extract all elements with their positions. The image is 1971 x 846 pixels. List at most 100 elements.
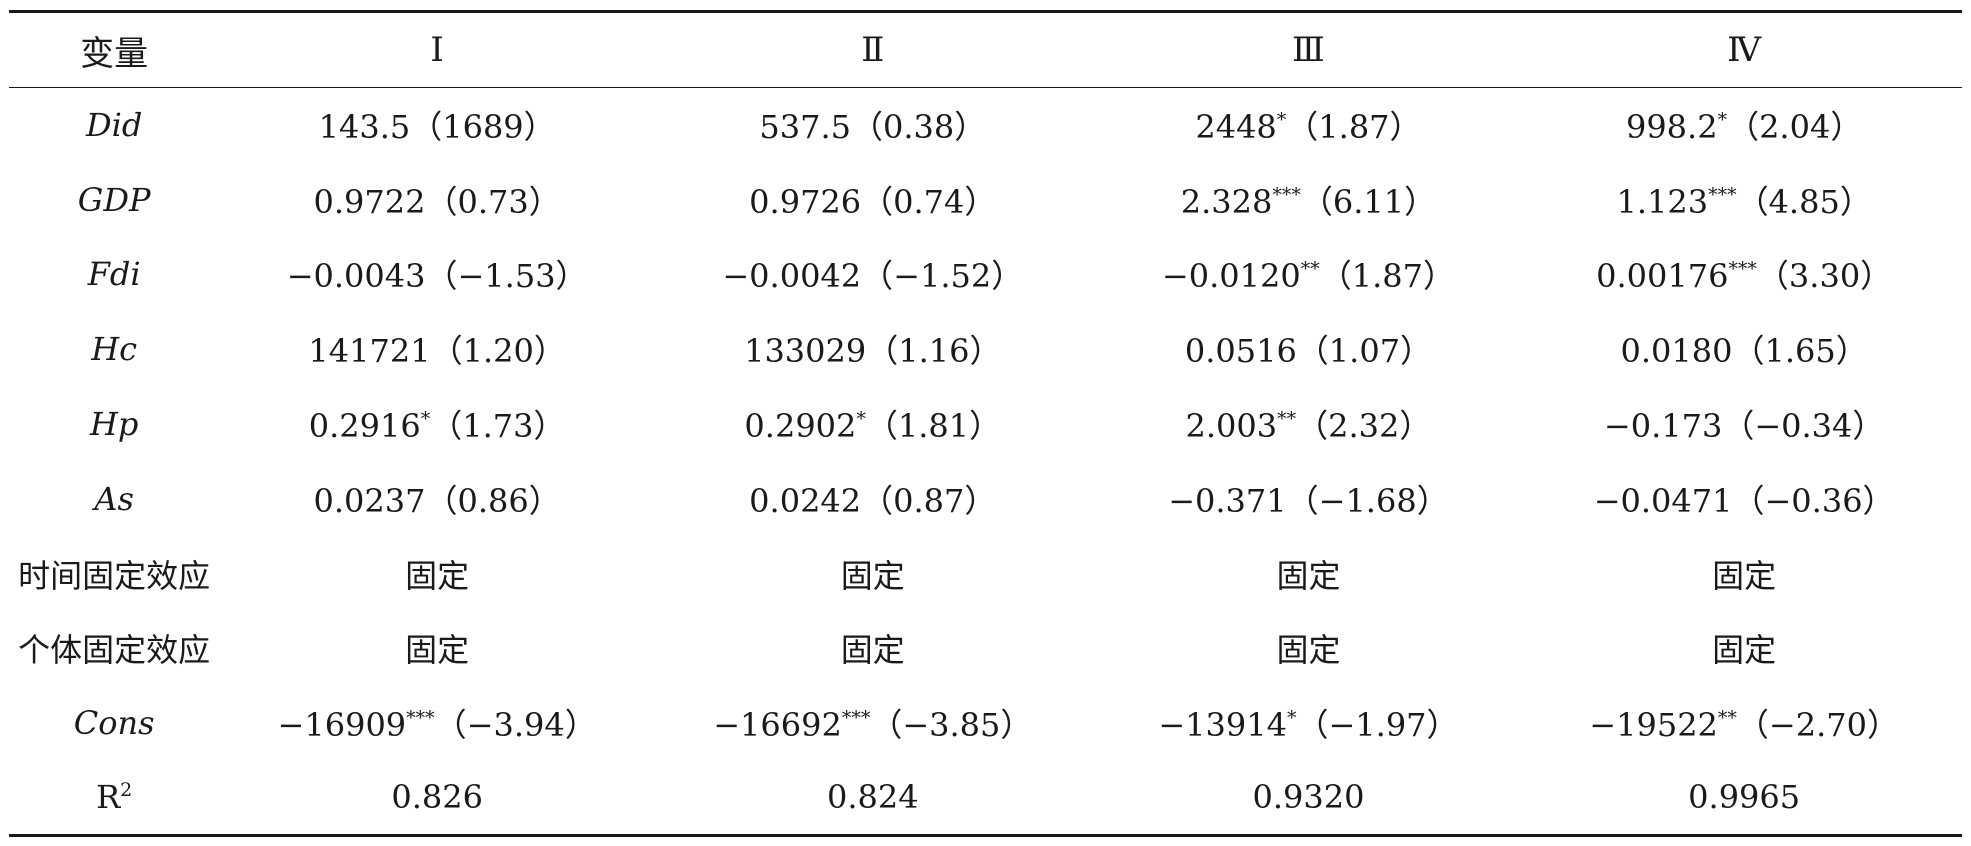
t-statistic: （1.73） xyxy=(430,407,566,446)
table-row: R2 0.826 0.824 0.9320 0.9965 xyxy=(9,761,1962,836)
t-statistic: （1.87） xyxy=(1319,257,1455,296)
row-label: As xyxy=(9,461,219,536)
header-model-3: Ⅲ xyxy=(1292,30,1325,70)
coefficient-value: −0.0042 xyxy=(722,257,862,296)
coefficient-value: −16909 xyxy=(277,706,407,745)
t-statistic: （0.87） xyxy=(861,481,997,520)
t-statistic: （−1.52） xyxy=(861,257,1024,296)
coefficient-value: −0.371 xyxy=(1168,481,1287,520)
t-statistic: （1.65） xyxy=(1732,332,1868,371)
table-cell: 固定 xyxy=(1526,611,1962,686)
significance-stars: * xyxy=(856,408,866,431)
t-statistic: （−1.53） xyxy=(425,257,588,296)
table-cell: 2.003**（2.32） xyxy=(1091,387,1527,462)
t-statistic: （−0.34） xyxy=(1722,407,1885,446)
row-label: 时间固定效应 xyxy=(9,536,219,611)
row-label: R2 xyxy=(9,761,219,836)
coefficient-value: 0.0516 xyxy=(1184,332,1297,371)
t-statistic: （6.11） xyxy=(1300,182,1437,221)
coefficient-value: 0.00176 xyxy=(1596,257,1729,296)
table-row: Hp 0.2916*（1.73） 0.2902*（1.81） 2.003**（2.32… xyxy=(9,387,1962,462)
coefficient-value: 固定 xyxy=(840,631,905,670)
t-statistic: （−2.70） xyxy=(1736,706,1899,745)
row-label: Did xyxy=(9,88,219,163)
table-cell: 998.2*（2.04） xyxy=(1526,88,1962,163)
significance-stars: *** xyxy=(1272,183,1301,206)
table-cell: 固定 xyxy=(655,536,1091,611)
significance-stars: ** xyxy=(1300,258,1320,281)
significance-stars: *** xyxy=(406,707,435,730)
row-label-text: Cons xyxy=(73,704,155,743)
t-statistic: （−3.85） xyxy=(870,706,1033,745)
t-statistic: （2.32） xyxy=(1296,407,1432,446)
coefficient-value: 1.123 xyxy=(1616,182,1709,221)
header-model-4: Ⅳ xyxy=(1727,30,1762,70)
table-header: 变量 Ⅰ Ⅱ Ⅲ Ⅳ xyxy=(9,11,1962,88)
row-label-text: 时间固定效应 xyxy=(18,556,211,595)
table-cell: −16909***（−3.94） xyxy=(219,686,655,761)
coefficient-value: 0.826 xyxy=(391,778,483,817)
significance-stars: * xyxy=(1286,707,1297,730)
row-label-text: As xyxy=(94,479,134,518)
row-label: Hc xyxy=(9,312,219,387)
significance-stars: * xyxy=(1717,109,1728,132)
table-cell: 143.5（1689） xyxy=(219,88,655,163)
table-cell: 0.9726（0.74） xyxy=(655,162,1091,237)
table-cell: −16692***（−3.85） xyxy=(655,686,1091,761)
table-row: Hc 141721（1.20） 133029（1.16） 0.0516（1.07） 0.… xyxy=(9,312,1962,387)
coefficient-value: 0.2902 xyxy=(744,407,857,446)
t-statistic: （1.16） xyxy=(866,332,1002,371)
table-row: Cons −16909***（−3.94） −16692***（−3.85） −139… xyxy=(9,686,1962,761)
row-label: Hp xyxy=(9,387,219,462)
row-label-text: Did xyxy=(85,106,143,145)
coefficient-value: 固定 xyxy=(1276,631,1341,670)
coefficient-value: −19522 xyxy=(1589,706,1718,745)
table-cell: 0.824 xyxy=(655,761,1091,836)
coefficient-value: 2448 xyxy=(1195,108,1277,147)
table-cell: 2.328***（6.11） xyxy=(1091,162,1527,237)
table-row: Did 143.5（1689） 537.5（0.38） 2448*（1.87） 998.… xyxy=(9,88,1962,163)
coefficient-value: 固定 xyxy=(840,556,905,595)
table-cell: 0.2916*（1.73） xyxy=(219,387,655,462)
coefficient-value: 0.9722 xyxy=(313,182,426,221)
table-cell: 537.5（0.38） xyxy=(655,88,1091,163)
row-label-text: GDP xyxy=(77,180,151,219)
t-statistic: （4.85） xyxy=(1736,182,1872,221)
table-cell: 0.0516（1.07） xyxy=(1091,312,1527,387)
table-cell: 0.00176***（3.30） xyxy=(1526,237,1962,312)
t-statistic: （0.73） xyxy=(425,182,561,221)
coefficient-value: −0.0471 xyxy=(1593,481,1733,520)
table-cell: 固定 xyxy=(1091,611,1527,686)
row-label: 个体固定效应 xyxy=(9,611,219,686)
header-variable: 变量 xyxy=(80,33,149,74)
coefficient-value: −0.173 xyxy=(1603,407,1723,446)
coefficient-value: 133029 xyxy=(744,332,867,371)
table-cell: −0.0471（−0.36） xyxy=(1526,461,1962,536)
coefficient-value: 0.9320 xyxy=(1252,778,1365,817)
row-label: GDP xyxy=(9,162,219,237)
table-cell: 0.826 xyxy=(219,761,655,836)
table-cell: 固定 xyxy=(655,611,1091,686)
table-cell: 141721（1.20） xyxy=(219,312,655,387)
row-label-superscript: 2 xyxy=(120,779,133,802)
table-cell: −0.173（−0.34） xyxy=(1526,387,1962,462)
coefficient-value: 998.2 xyxy=(1625,108,1718,147)
coefficient-value: 0.2916 xyxy=(308,407,421,446)
table-row: 时间固定效应 固定 固定 固定 固定 xyxy=(9,536,1962,611)
coefficient-value: 0.0242 xyxy=(749,481,862,520)
coefficient-value: 143.5 xyxy=(318,108,411,147)
coefficient-value: −0.0120 xyxy=(1161,257,1301,296)
coefficient-value: 2.328 xyxy=(1180,182,1273,221)
significance-stars: *** xyxy=(1728,258,1757,281)
table-cell: −0.0042（−1.52） xyxy=(655,237,1091,312)
regression-table: 变量 Ⅰ Ⅱ Ⅲ Ⅳ Did 143.5（1689） 537.5（0.38） 2448… xyxy=(9,10,1962,837)
coefficient-value: 0.824 xyxy=(826,778,919,817)
table-row: 个体固定效应 固定 固定 固定 固定 xyxy=(9,611,1962,686)
table-cell: −0.0043（−1.53） xyxy=(219,237,655,312)
coefficient-value: 0.0237 xyxy=(313,481,426,520)
row-label-text: 个体固定效应 xyxy=(18,631,211,670)
row-label-text: Fdi xyxy=(87,255,141,294)
coefficient-value: −0.0043 xyxy=(286,257,426,296)
coefficient-value: 0.9965 xyxy=(1688,778,1801,817)
